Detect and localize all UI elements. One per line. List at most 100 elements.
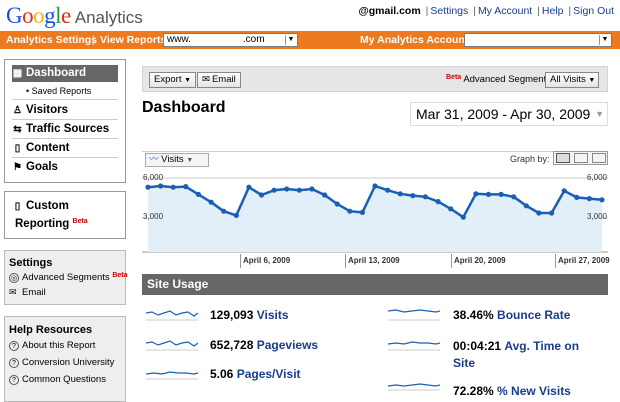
data-point[interactable]: [385, 187, 391, 193]
metric-select[interactable]: 〰 Visits ▼: [145, 153, 209, 167]
dashboard-nav-active[interactable]: [12, 65, 118, 82]
visits-link[interactable]: Visits: [256, 308, 289, 322]
graph-by-toggle: [553, 151, 608, 165]
x-tick: [240, 254, 241, 268]
data-point[interactable]: [586, 196, 592, 202]
question-icon: ?: [9, 341, 19, 351]
help-link-common-questions[interactable]: ? Common Questions: [9, 374, 106, 385]
chevron-down-icon: ▼: [595, 109, 604, 119]
bounce-rate-link[interactable]: Bounce Rate: [497, 308, 571, 322]
graph-by-day-icon[interactable]: [556, 153, 570, 163]
data-point[interactable]: [498, 191, 504, 197]
google-analytics-logo[interactable]: Google Analytics: [6, 3, 143, 28]
data-point[interactable]: [460, 214, 466, 220]
data-point[interactable]: [158, 183, 164, 189]
page-icon: ▯: [14, 143, 21, 154]
user-email: @gmail.com: [358, 5, 421, 17]
data-point[interactable]: [221, 208, 227, 214]
data-point[interactable]: [511, 194, 517, 200]
email-button[interactable]: ✉ Email: [197, 72, 241, 88]
pageviews-link[interactable]: Pageviews: [256, 338, 319, 352]
help-link-about[interactable]: ? About this Report: [9, 340, 95, 351]
data-point[interactable]: [334, 201, 340, 207]
data-point[interactable]: [347, 208, 353, 214]
data-point[interactable]: [485, 191, 492, 197]
avg-time-link[interactable]: Avg. Time on Site: [453, 339, 580, 370]
saved-reports-link[interactable]: • Saved Reports: [26, 86, 92, 96]
top-links: @gmail.com | Settings | My Account | Help |…: [358, 5, 615, 17]
data-point[interactable]: [145, 184, 151, 190]
data-point[interactable]: [309, 186, 315, 192]
question-icon: ?: [9, 375, 19, 385]
chevron-down-icon: ▼: [599, 35, 610, 45]
x-tick: [451, 254, 452, 268]
view-reports-select[interactable]: www. .com ▼: [163, 33, 298, 47]
sidebar-item-custom-reporting[interactable]: ▯ Custom: [12, 200, 69, 212]
help-link-conversion-university[interactable]: ? Conversion University: [9, 357, 114, 368]
graph-by-month-icon[interactable]: [592, 153, 606, 163]
pageviews-sparkline: [146, 340, 198, 351]
data-point[interactable]: [448, 206, 454, 212]
data-point[interactable]: [258, 192, 265, 198]
flag-icon: ⚑: [13, 162, 22, 173]
data-point[interactable]: [473, 191, 479, 197]
data-point[interactable]: [523, 203, 529, 209]
site-usage-header: Site Usage: [142, 274, 608, 295]
data-point[interactable]: [599, 197, 605, 203]
my-account-link[interactable]: My Account: [477, 5, 533, 17]
question-icon: ?: [9, 358, 19, 368]
data-point[interactable]: [549, 210, 555, 216]
traffic-icon: ⇆: [13, 124, 22, 135]
sidebar-item-dashboard[interactable]: ▦ Dashboard: [12, 67, 87, 79]
data-point[interactable]: [359, 209, 365, 215]
data-point[interactable]: [284, 186, 290, 192]
envelope-icon: ✉: [9, 287, 17, 297]
avg-time-sparkline: [388, 341, 440, 351]
data-point[interactable]: [397, 191, 403, 197]
sidebar-item-traffic-sources[interactable]: ⇆ Traffic Sources: [13, 123, 110, 135]
export-button[interactable]: Export ▼: [149, 72, 197, 88]
data-point[interactable]: [183, 184, 189, 190]
logo-google: Google: [6, 3, 71, 28]
metric-new-visits: 72.28% % New Visits: [453, 384, 571, 398]
x-tick-label: April 13, 2009: [348, 256, 400, 265]
y-tick-label: 6,000: [143, 173, 164, 182]
x-tick-label: April 20, 2009: [454, 256, 506, 265]
data-point[interactable]: [233, 212, 239, 218]
segment-select[interactable]: All Visits ▼: [545, 72, 599, 88]
sidebar-item-visitors[interactable]: ♙ Visitors: [13, 104, 68, 116]
data-point[interactable]: [271, 187, 277, 193]
data-point[interactable]: [574, 194, 580, 200]
email-link[interactable]: ✉ Email: [9, 287, 46, 298]
custom-reporting-line2[interactable]: Reporting Beta: [15, 218, 88, 230]
sign-out-link[interactable]: Sign Out: [573, 5, 614, 17]
sidebar-item-goals[interactable]: ⚑ Goals: [13, 161, 58, 173]
data-point[interactable]: [372, 183, 378, 189]
data-point[interactable]: [422, 194, 428, 200]
date-range-picker[interactable]: Mar 31, 2009 - Apr 30, 2009 ▼: [410, 102, 608, 126]
analytics-settings-link[interactable]: Analytics Settings: [6, 34, 98, 46]
sidebar-item-content[interactable]: ▯ Content: [12, 142, 70, 154]
data-point[interactable]: [322, 192, 328, 198]
report-icon: ▯: [14, 201, 21, 212]
data-point[interactable]: [296, 187, 302, 193]
data-point[interactable]: [561, 188, 567, 194]
metric-pages-per-visit: 5.06 Pages/Visit: [210, 367, 301, 381]
pages-per-visit-link[interactable]: Pages/Visit: [236, 367, 301, 381]
settings-heading: Settings: [9, 257, 53, 269]
settings-link[interactable]: Settings: [430, 5, 469, 17]
chevron-down-icon: ▼: [186, 157, 194, 164]
data-point[interactable]: [170, 184, 176, 190]
new-visits-link[interactable]: % New Visits: [497, 384, 571, 398]
data-point[interactable]: [195, 191, 201, 197]
data-point[interactable]: [435, 199, 441, 205]
data-point[interactable]: [246, 184, 252, 190]
chevron-down-icon: ▼: [184, 77, 192, 84]
data-point[interactable]: [536, 210, 542, 216]
data-point[interactable]: [410, 193, 416, 199]
data-point[interactable]: [208, 199, 214, 205]
graph-by-week-icon[interactable]: [574, 153, 588, 163]
my-accounts-select[interactable]: ▼: [464, 33, 612, 47]
advanced-segments-link[interactable]: ◎ Advanced Segments Beta: [9, 272, 128, 283]
help-link[interactable]: Help: [541, 5, 564, 17]
